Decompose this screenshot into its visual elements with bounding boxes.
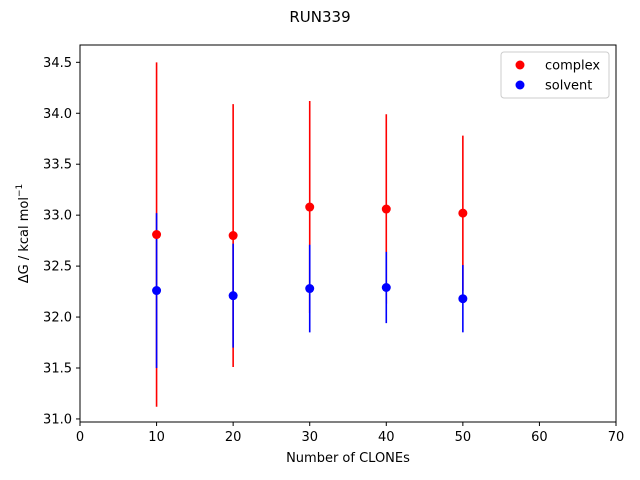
legend: complex solvent	[500, 51, 610, 99]
y-axis-label-superscript: −1	[15, 184, 25, 197]
x-tick-label: 70	[608, 430, 625, 445]
axis-ticks: 0 10 20 30 40 50 60 70 31.0 31.5 32.0 32.5 33.0 33.5 3…	[43, 56, 624, 445]
y-tick-label: 31.5	[43, 361, 72, 376]
series-solvent-points	[152, 283, 468, 304]
plot-area	[152, 62, 468, 407]
solvent-point	[305, 284, 315, 294]
complex-point	[152, 230, 162, 240]
complex-point	[381, 204, 391, 214]
x-tick-label: 10	[148, 430, 165, 445]
legend-marker-solvent	[515, 80, 525, 90]
x-tick-label: 60	[531, 430, 548, 445]
complex-point	[458, 208, 468, 218]
axes-frame	[79, 44, 617, 423]
x-tick-label: 50	[455, 430, 472, 445]
legend-box	[500, 51, 610, 99]
series-complex	[155, 62, 464, 407]
solvent-point	[458, 294, 468, 304]
solvent-point	[152, 286, 162, 296]
y-tick-label: 32.0	[43, 311, 72, 326]
x-tick-label: 20	[225, 430, 242, 445]
solvent-point	[228, 291, 238, 301]
y-tick-label: 34.5	[43, 56, 72, 71]
x-tick-label: 30	[301, 430, 318, 445]
y-tick-label: 32.5	[43, 260, 72, 275]
series-complex-points	[152, 202, 468, 241]
complex-point	[228, 231, 238, 241]
x-tick-label: 0	[76, 430, 84, 445]
legend-label-complex: complex	[545, 59, 600, 74]
y-axis-label: ΔG / kcal mol−1	[15, 184, 32, 284]
legend-marker-complex	[515, 60, 525, 70]
y-tick-label: 34.0	[43, 107, 72, 122]
y-tick-label: 33.0	[43, 209, 72, 224]
y-axis-label-main: ΔG / kcal mol	[17, 197, 32, 283]
chart-title: RUN339	[289, 8, 350, 26]
legend-label-solvent: solvent	[545, 79, 592, 94]
x-axis-label: Number of CLONEs	[286, 451, 410, 466]
y-tick-label: 31.0	[43, 412, 72, 427]
solvent-point	[381, 283, 391, 293]
y-tick-label: 33.5	[43, 158, 72, 173]
complex-point	[305, 202, 315, 212]
x-tick-label: 40	[378, 430, 395, 445]
